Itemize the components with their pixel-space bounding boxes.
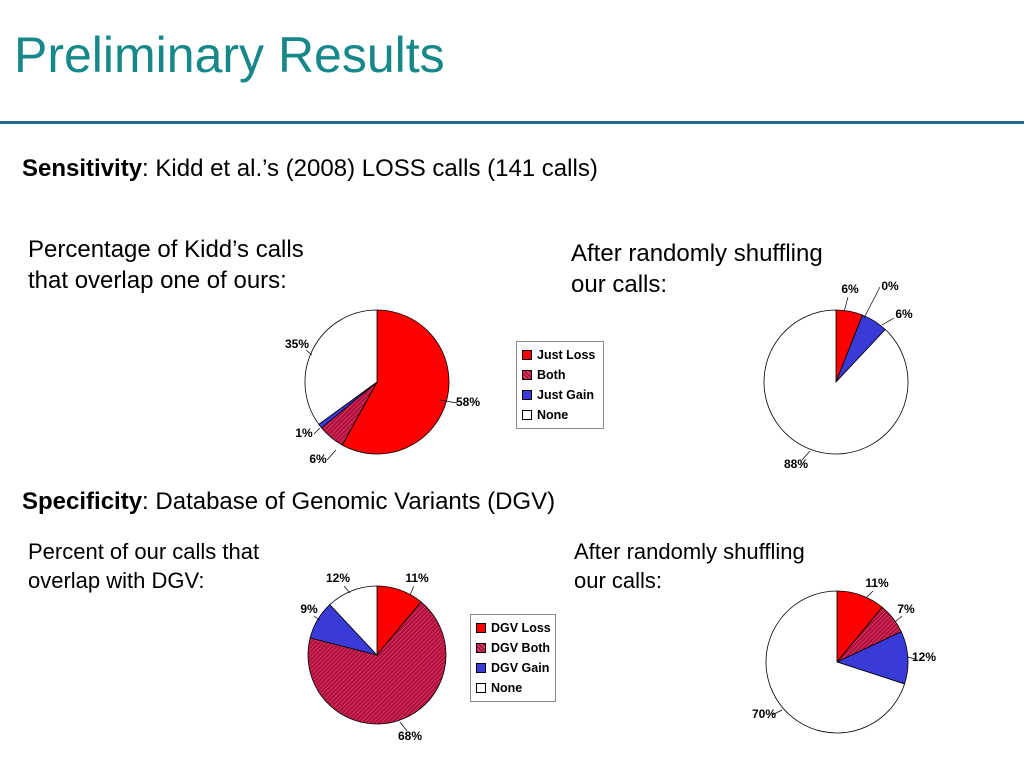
slice-label-dgv-gain: 9% <box>300 602 318 616</box>
sensitivity-heading: Sensitivity: Kidd et al.’s (2008) LOSS c… <box>22 155 598 183</box>
legend-label: DGV Loss <box>491 621 551 635</box>
caption-line: that overlap one of ours: <box>28 267 287 294</box>
pie-chart-sensitivity-shuffled: 6% 0% 6% 88% <box>763 279 913 471</box>
legend-item-just-loss: Just Loss <box>522 345 598 365</box>
legend-swatch <box>522 410 532 420</box>
legend-label: None <box>537 408 569 422</box>
slice-label-none: 70% <box>752 707 776 721</box>
legend-swatch <box>476 663 486 673</box>
legend-swatch <box>476 623 486 633</box>
pie-chart-specificity-observed: 11% 68% 9% 12% <box>300 571 447 743</box>
slice-label-just-loss: 58% <box>456 395 480 409</box>
legend-swatch <box>522 390 532 400</box>
sensitivity-text: : Kidd et al.’s (2008) LOSS calls (141 c… <box>142 155 598 182</box>
slice-label-both: 0% <box>881 279 899 293</box>
caption-line: Percentage of Kidd’s calls <box>28 236 304 263</box>
slice-label-dgv-both: 68% <box>398 729 422 743</box>
legend-item-dgv-both: DGV Both <box>476 638 550 658</box>
legend-label: None <box>491 681 523 695</box>
slice-label-dgv-gain: 12% <box>912 650 936 664</box>
sensitivity-right-caption: After randomly shuffling our calls: <box>571 238 951 300</box>
slice-label-just-gain: 1% <box>295 426 313 440</box>
slice-label-none: 35% <box>285 337 309 351</box>
leader-line <box>313 427 321 435</box>
legend-item-just-gain: Just Gain <box>522 385 598 405</box>
pie-slice-just-loss <box>341 309 450 455</box>
slice-label-both: 6% <box>309 452 327 466</box>
leader-line <box>894 615 903 623</box>
specificity-label: Specificity <box>22 488 143 515</box>
slice-label-dgv-loss: 11% <box>405 571 429 585</box>
pie-chart-sensitivity-observed: 58% 6% 1% 35% <box>285 309 480 466</box>
sensitivity-label: Sensitivity <box>22 155 143 182</box>
specificity-right-caption: After randomly shuffling our calls: <box>574 537 954 595</box>
legend-item-both: Both <box>522 365 598 385</box>
legend-swatch <box>476 683 486 693</box>
pie-slice-none <box>304 309 378 425</box>
leader-line <box>343 585 351 594</box>
legend-specificity: DGV Loss DGV Both DGV Gain None <box>470 614 556 702</box>
legend-label: DGV Both <box>491 641 551 655</box>
slice-label-dgv-loss: 11% <box>865 576 889 590</box>
caption-line: Percent of our calls that <box>28 539 260 564</box>
slice-label-dgv-both: 7% <box>897 602 915 616</box>
legend-swatch <box>476 643 486 653</box>
legend-label: Both <box>537 368 566 382</box>
legend-label: DGV Gain <box>491 661 550 675</box>
sensitivity-left-caption: Percentage of Kidd’s calls that overlap … <box>28 234 408 296</box>
caption-line: our calls: <box>571 271 668 298</box>
leader-line <box>313 615 321 621</box>
slice-label-none: 88% <box>784 457 808 471</box>
slice-label-none: 12% <box>326 571 350 585</box>
leader-line <box>801 450 811 461</box>
caption-line: overlap with DGV: <box>28 568 205 593</box>
title-divider <box>0 121 1024 124</box>
leader-line <box>326 449 337 461</box>
slide-title: Preliminary Results <box>14 27 445 83</box>
pie-slice-dgv-both <box>307 601 447 725</box>
leader-line <box>865 590 874 599</box>
caption-line: our calls: <box>574 568 663 593</box>
leader-line <box>771 709 783 716</box>
pie-slice-none <box>329 585 378 657</box>
legend-item-dgv-gain: DGV Gain <box>476 658 550 678</box>
slice-label-just-gain: 6% <box>895 307 913 321</box>
legend-item-none: None <box>522 405 598 425</box>
leader-line <box>305 349 313 356</box>
legend-swatch <box>522 350 532 360</box>
legend-label: Just Loss <box>537 348 596 362</box>
legend-swatch <box>522 370 532 380</box>
legend-sensitivity: Just Loss Both Just Gain None <box>516 341 604 429</box>
leader-line <box>863 286 881 319</box>
legend-label: Just Gain <box>537 388 594 402</box>
leader-line <box>409 585 415 596</box>
specificity-left-caption: Percent of our calls that overlap with D… <box>28 537 408 595</box>
legend-item-dgv-loss: DGV Loss <box>476 618 551 638</box>
specificity-text: : Database of Genomic Variants (DGV) <box>142 488 556 515</box>
caption-line: After randomly shuffling <box>574 539 805 564</box>
pie-slice-none <box>763 309 909 455</box>
legend-item-none: None <box>476 678 550 698</box>
specificity-heading: Specificity: Database of Genomic Variant… <box>22 488 555 516</box>
leader-line <box>399 721 408 732</box>
pie-slice-none <box>765 590 906 734</box>
leader-line <box>843 296 849 313</box>
pie-chart-specificity-shuffled: 11% 7% 12% 70% <box>752 576 936 734</box>
slice-label-just-loss: 6% <box>841 282 859 296</box>
caption-line: After randomly shuffling <box>571 240 823 267</box>
leader-line <box>907 656 916 660</box>
leader-line <box>881 317 895 326</box>
leader-line <box>439 399 458 404</box>
